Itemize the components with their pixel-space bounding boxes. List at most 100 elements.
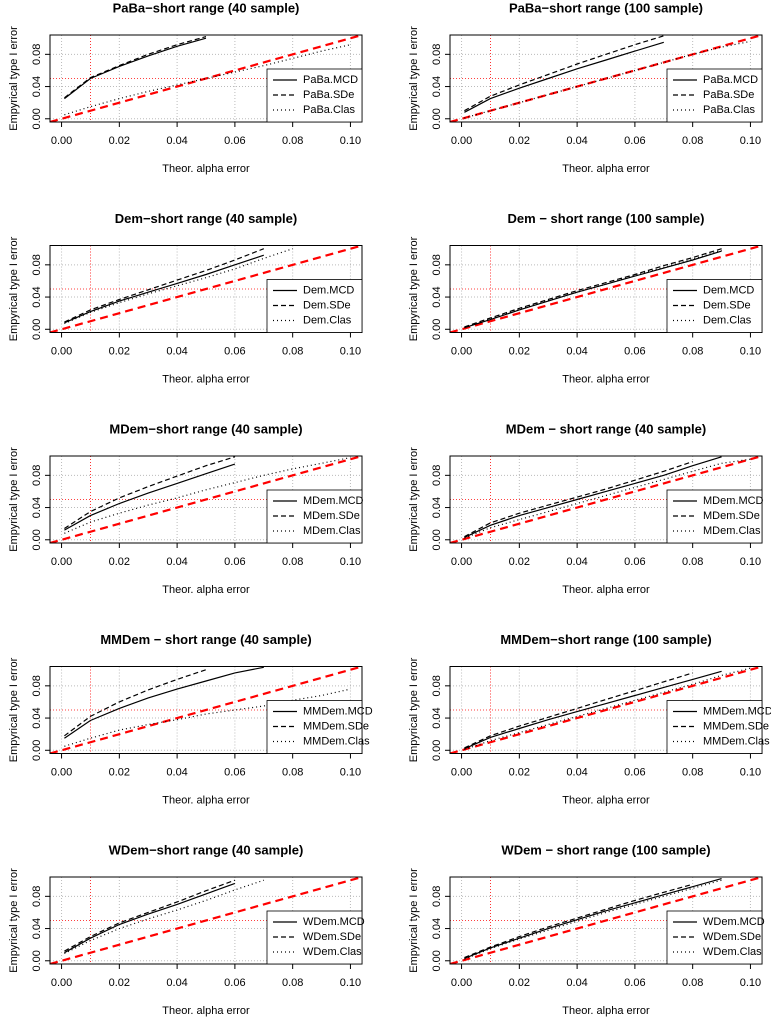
series-line xyxy=(464,878,722,959)
legend-label: Dem.SDe xyxy=(303,299,351,311)
plot-lines xyxy=(64,879,264,955)
x-tick-label: 0.04 xyxy=(566,556,587,568)
series-line xyxy=(464,41,664,113)
y-tick-label: 0.00 xyxy=(31,108,43,129)
x-tick-label: 0.02 xyxy=(109,345,130,357)
x-tick-label: 0.00 xyxy=(451,345,472,357)
x-tick-label: 0.02 xyxy=(109,977,130,989)
x-tick-label: 0.08 xyxy=(682,345,703,357)
x-tick-label: 0.00 xyxy=(51,556,72,568)
diagonal-line xyxy=(450,666,762,754)
x-tick-label: 0.04 xyxy=(566,977,587,989)
series-line xyxy=(64,248,293,325)
diagonal-line xyxy=(50,245,362,333)
y-axis-label: Empyrical type I error xyxy=(408,26,420,131)
chart-title: Dem−short range (40 sample) xyxy=(115,211,297,226)
series-line xyxy=(64,879,236,952)
y-tick-label: 0.08 xyxy=(431,465,443,486)
x-tick-label: 0.08 xyxy=(682,135,703,147)
x-tick-label: 0.10 xyxy=(340,977,361,989)
x-tick-label: 0.00 xyxy=(51,345,72,357)
y-tick-label: 0.04 xyxy=(31,497,43,518)
y-tick-label: 0.04 xyxy=(431,918,443,939)
y-axis-label: Empyrical type I error xyxy=(8,657,20,762)
y-tick-label: 0.08 xyxy=(31,254,43,275)
plot-lines xyxy=(464,878,722,960)
series-line xyxy=(464,670,722,750)
x-tick-label: 0.04 xyxy=(566,135,587,147)
x-tick-label: 0.10 xyxy=(740,135,761,147)
chart-panel: PaBa−short range (40 sample) 0.00 0.02 0.04… xyxy=(8,0,363,175)
x-tick-label: 0.04 xyxy=(166,766,187,778)
x-tick-label: 0.04 xyxy=(166,556,187,568)
x-axis-label: Theor. alpha error xyxy=(562,1005,650,1017)
x-tick-label: 0.04 xyxy=(566,345,587,357)
diagonal-line xyxy=(50,666,362,754)
series-line xyxy=(64,879,264,955)
x-tick-label: 0.04 xyxy=(166,135,187,147)
x-tick-label: 0.06 xyxy=(624,766,645,778)
plot-lines xyxy=(464,667,751,751)
legend-label: WDem.SDe xyxy=(303,931,361,943)
legend-label: WDem.SDe xyxy=(703,931,761,943)
diagonal-line xyxy=(450,456,762,543)
legend-label: WDem.MCD xyxy=(703,916,765,928)
series-line xyxy=(64,669,207,737)
y-tick-label: 0.04 xyxy=(431,76,443,97)
series-line xyxy=(64,882,236,954)
x-axis-label: Theor. alpha error xyxy=(562,373,650,385)
diagonal-line xyxy=(50,456,362,543)
diagonal-line xyxy=(450,35,762,122)
x-tick-label: 0.04 xyxy=(566,766,587,778)
diagonal-line xyxy=(450,245,762,333)
x-tick-label: 0.02 xyxy=(509,345,530,357)
series-line xyxy=(464,458,751,539)
legend-label: WDem.Clas xyxy=(703,946,762,958)
x-axis-label: Theor. alpha error xyxy=(162,584,250,596)
x-tick-label: 0.06 xyxy=(224,135,245,147)
y-tick-label: 0.00 xyxy=(31,950,43,971)
y-tick-label: 0.00 xyxy=(431,740,443,761)
x-tick-label: 0.00 xyxy=(51,766,72,778)
y-tick-label: 0.04 xyxy=(31,286,43,307)
chart-title: WDem − short range (100 sample) xyxy=(501,842,710,857)
y-tick-label: 0.00 xyxy=(31,319,43,340)
chart-panel: Dem − short range (100 sample) 0.00 0.02 0.… xyxy=(408,211,763,385)
chart-panel: MDem − short range (40 sample) 0.00 0.02 0.… xyxy=(408,421,764,595)
chart-title: MDem−short range (40 sample) xyxy=(109,421,302,436)
x-tick-label: 0.02 xyxy=(509,135,530,147)
legend-label: MDem.Clas xyxy=(703,525,761,537)
x-tick-label: 0.08 xyxy=(682,766,703,778)
legend-label: Dem.Clas xyxy=(303,314,352,326)
y-tick-label: 0.00 xyxy=(431,529,443,550)
x-tick-label: 0.08 xyxy=(282,135,303,147)
x-tick-label: 0.06 xyxy=(224,766,245,778)
chart-panel: PaBa−short range (100 sample) 0.00 0.02 0.0… xyxy=(408,0,763,175)
legend-label: PaBa.SDe xyxy=(703,89,754,101)
x-tick-label: 0.04 xyxy=(166,977,187,989)
y-tick-label: 0.08 xyxy=(431,675,443,696)
legend-label: MMDem.MCD xyxy=(303,705,373,717)
series-line xyxy=(464,250,722,329)
plot-lines xyxy=(464,456,751,539)
series-line xyxy=(64,37,207,100)
chart-title: WDem−short range (40 sample) xyxy=(109,842,304,857)
x-tick-label: 0.10 xyxy=(340,766,361,778)
y-tick-label: 0.08 xyxy=(31,44,43,65)
legend-label: PaBa.MCD xyxy=(703,74,758,86)
y-tick-label: 0.04 xyxy=(31,76,43,97)
plot-lines xyxy=(464,248,722,329)
x-tick-label: 0.06 xyxy=(624,345,645,357)
series-line xyxy=(64,36,207,99)
x-tick-label: 0.08 xyxy=(682,977,703,989)
legend-label: MMDem.Clas xyxy=(703,735,770,747)
y-axis-label: Empyrical type I error xyxy=(8,26,20,131)
y-axis-label: Empyrical type I error xyxy=(8,447,20,552)
chart-title: Dem − short range (100 sample) xyxy=(508,211,705,226)
x-axis-label: Theor. alpha error xyxy=(162,163,250,175)
y-tick-label: 0.08 xyxy=(31,886,43,907)
legend-label: Dem.SDe xyxy=(703,299,751,311)
diagonal-line xyxy=(450,877,762,964)
chart-panel: WDem−short range (40 sample) 0.00 0.02 0.04… xyxy=(8,842,365,1016)
legend-label: MMDem.SDe xyxy=(303,720,369,732)
